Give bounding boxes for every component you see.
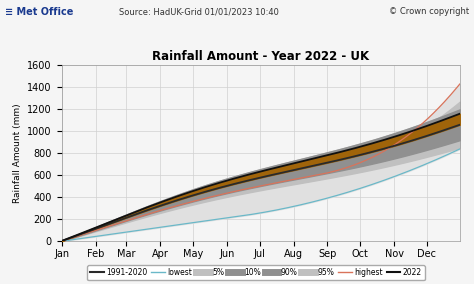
Y-axis label: Rainfall Amount (mm): Rainfall Amount (mm) <box>13 104 22 203</box>
Text: Source: HadUK-Grid 01/01/2023 10:40: Source: HadUK-Grid 01/01/2023 10:40 <box>119 7 279 16</box>
Text: ≡ Met Office: ≡ Met Office <box>5 7 73 17</box>
Title: Rainfall Amount - Year 2022 - UK: Rainfall Amount - Year 2022 - UK <box>152 50 369 63</box>
Text: © Crown copyright: © Crown copyright <box>389 7 469 16</box>
Legend: 1991-2020, lowest, 5%, 10%, 90%, 95%, highest, 2022: 1991-2020, lowest, 5%, 10%, 90%, 95%, hi… <box>87 265 425 280</box>
